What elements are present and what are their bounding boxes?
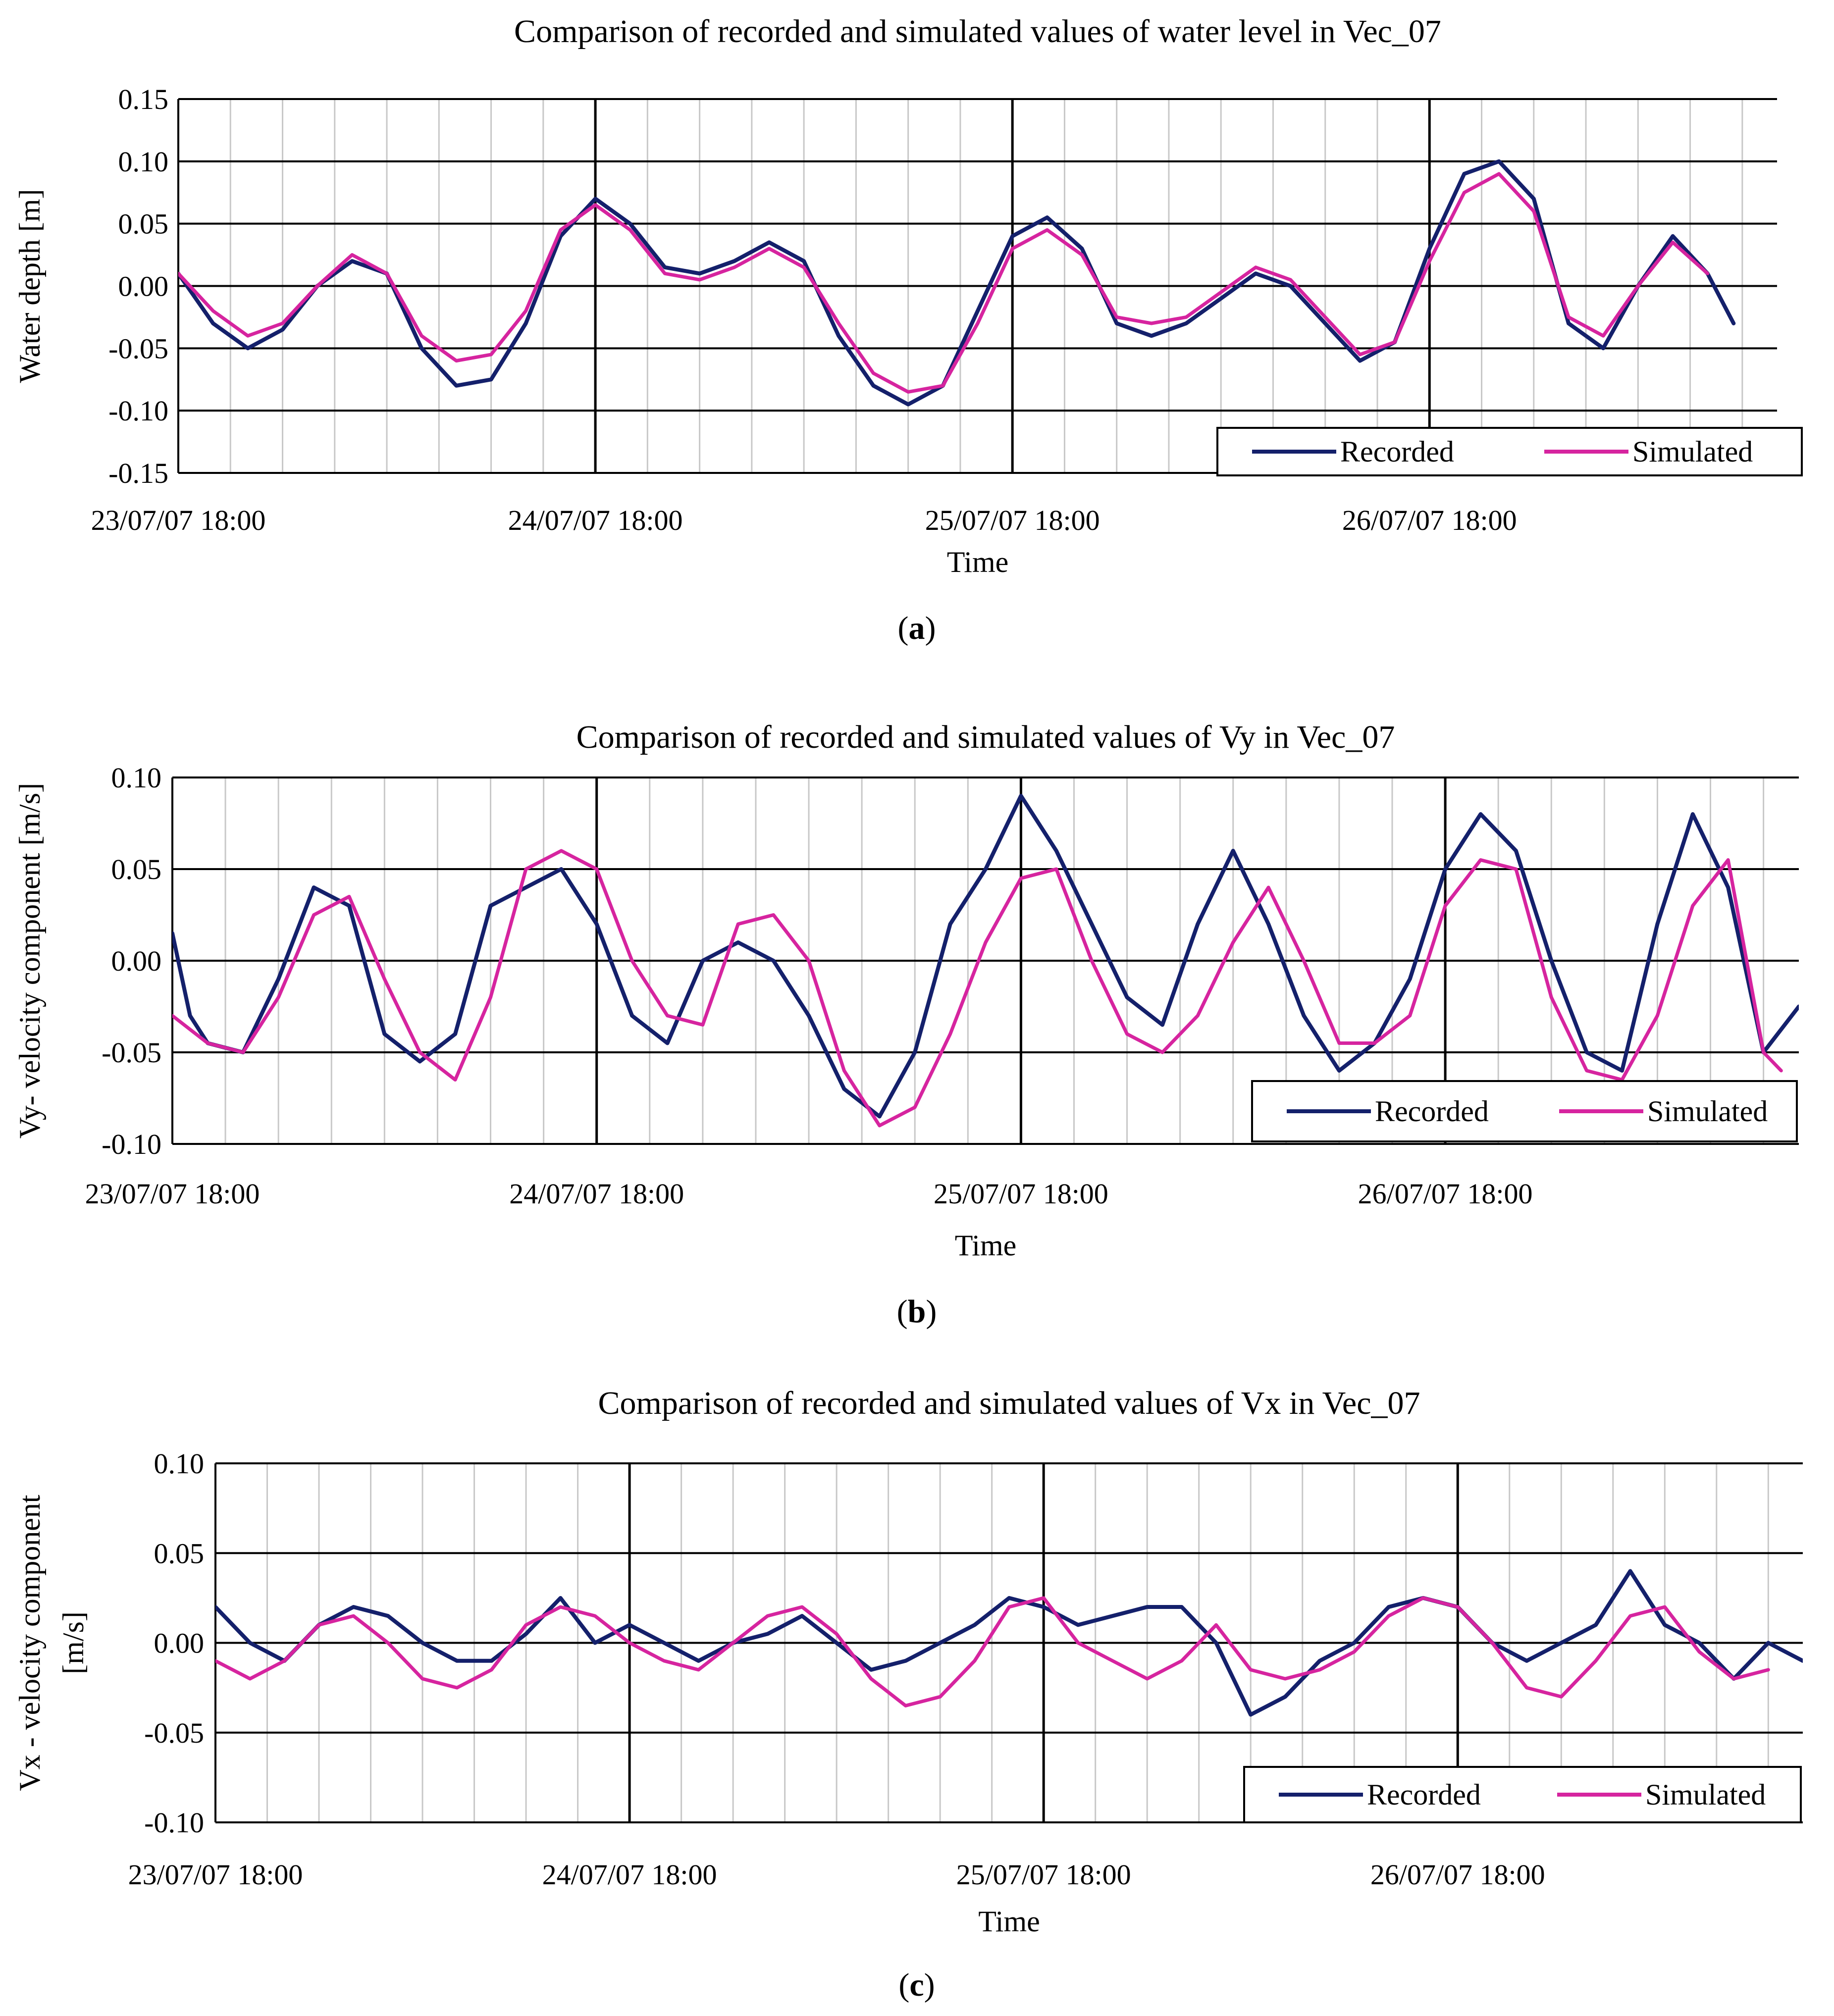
legend: Recorded Simulated <box>1243 1766 1802 1823</box>
chart-panel-b: Comparison of recorded and simulated val… <box>13 719 1799 1330</box>
chart-panel-a: Comparison of recorded and simulated val… <box>13 13 1803 646</box>
legend-label-simulated: Simulated <box>1632 435 1753 468</box>
legend-label-recorded: Recorded <box>1340 435 1454 468</box>
x-tick-label: 25/07/07 18:00 <box>934 1178 1108 1210</box>
legend-label-simulated: Simulated <box>1647 1095 1768 1128</box>
series-line-recorded <box>215 1569 1803 1717</box>
y-tick-label: 0.05 <box>154 1537 205 1569</box>
panel-letter-open-paren: ( <box>897 1293 908 1330</box>
y-tick-label: -0.10 <box>102 1128 161 1160</box>
x-axis-title: Time <box>955 1229 1017 1262</box>
x-tick-label: 24/07/07 18:00 <box>508 504 683 536</box>
chart-title: Comparison of recorded and simulated val… <box>598 1385 1420 1421</box>
y-axis-title: Water depth [m] <box>13 189 46 383</box>
series-line-recorded <box>172 794 1799 1119</box>
x-tick-label: 25/07/07 18:00 <box>956 1859 1131 1891</box>
panel-letter-char: a <box>909 610 925 646</box>
y-axis-title: Vy- velocity component [m/s] <box>13 783 46 1138</box>
y-tick-label: -0.10 <box>108 395 168 427</box>
series-line-simulated <box>215 1596 1770 1707</box>
x-axis-title: Time <box>978 1905 1040 1938</box>
x-tick-label: 23/07/07 18:00 <box>85 1178 260 1210</box>
series-line-simulated <box>172 849 1783 1128</box>
panel-letter-char: b <box>908 1293 926 1330</box>
panel-letter-char: c <box>909 1967 924 2003</box>
y-axis-title: Vx - velocity component <box>13 1495 46 1791</box>
y-tick-label: -0.05 <box>102 1036 161 1069</box>
legend-box <box>1243 1766 1802 1823</box>
chart-title: Comparison of recorded and simulated val… <box>576 719 1395 755</box>
panel-letter-close-paren: ) <box>924 1967 935 2003</box>
panel-letter-open-paren: ( <box>898 610 909 646</box>
y-tick-label: 0.10 <box>111 762 162 794</box>
series-line-simulated <box>178 172 1710 394</box>
legend: Recorded Simulated <box>1251 1080 1798 1142</box>
y-tick-label: 0.10 <box>154 1447 205 1480</box>
y-tick-label: 0.00 <box>111 945 162 977</box>
x-tick-label: 26/07/07 18:00 <box>1342 504 1517 536</box>
chart-panel-c: Comparison of recorded and simulated val… <box>13 1385 1803 2003</box>
y-tick-label: -0.15 <box>108 457 168 489</box>
legend-label-simulated: Simulated <box>1645 1778 1766 1811</box>
y-tick-label: -0.05 <box>108 332 168 364</box>
y-tick-label: 0.00 <box>118 270 169 303</box>
panel-letter-open-paren: ( <box>898 1967 909 2003</box>
x-tick-label: 24/07/07 18:00 <box>542 1859 717 1891</box>
panel-letter-close-paren: ) <box>925 610 936 646</box>
x-tick-label: 23/07/07 18:00 <box>128 1859 303 1891</box>
y-axis-title: [m/s] <box>57 1611 90 1674</box>
y-tick-label: -0.10 <box>144 1807 204 1839</box>
legend-label-recorded: Recorded <box>1375 1095 1489 1128</box>
y-tick-label: 0.00 <box>154 1627 205 1659</box>
y-tick-label: 0.15 <box>118 83 169 115</box>
y-tick-label: 0.10 <box>118 146 169 178</box>
x-tick-label: 24/07/07 18:00 <box>509 1178 684 1210</box>
series-line-recorded <box>178 159 1736 407</box>
chart-title: Comparison of recorded and simulated val… <box>514 13 1441 50</box>
x-tick-label: 26/07/07 18:00 <box>1358 1178 1533 1210</box>
panel-letter: (a) <box>898 610 936 646</box>
panel-letter: (c) <box>898 1967 935 2003</box>
legend: Recorded Simulated <box>1216 427 1803 476</box>
x-tick-label: 25/07/07 18:00 <box>925 504 1100 536</box>
panel-letter: (b) <box>897 1293 937 1330</box>
panel-letter-close-paren: ) <box>926 1293 937 1330</box>
y-tick-label: 0.05 <box>111 853 162 885</box>
y-tick-label: -0.05 <box>144 1717 204 1749</box>
y-tick-label: 0.05 <box>118 208 169 240</box>
x-axis-title: Time <box>947 546 1009 578</box>
x-tick-label: 26/07/07 18:00 <box>1370 1859 1545 1891</box>
x-tick-label: 23/07/07 18:00 <box>91 504 266 536</box>
legend-label-recorded: Recorded <box>1367 1778 1481 1811</box>
